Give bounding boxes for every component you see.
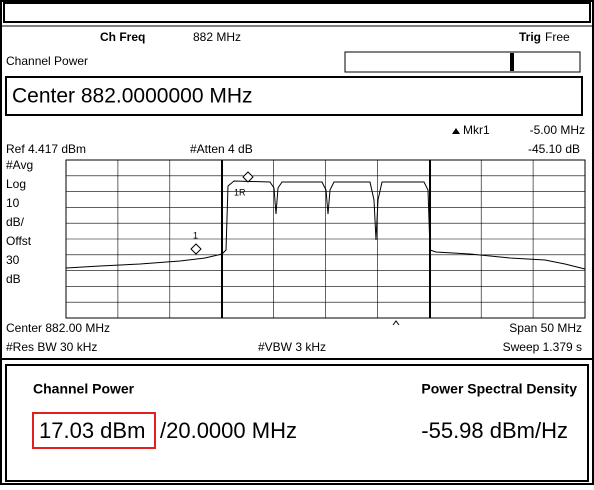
marker-delta-amp: -45.10 dB	[528, 142, 580, 156]
mode-label: Ch Freq	[100, 30, 145, 44]
marker	[190, 243, 202, 255]
status-indicator	[510, 53, 514, 71]
trig-label: Trig	[519, 30, 541, 44]
scale-label: #Avg	[6, 158, 33, 172]
power-title: Channel Power	[33, 381, 135, 397]
footer-span: Span 50 MHz	[509, 321, 582, 335]
caret	[392, 320, 400, 326]
scale-label: dB/	[6, 215, 25, 229]
channel-power: 17.03 dBm	[39, 418, 145, 443]
scale-label: dB	[6, 272, 21, 286]
psd-title: Power Spectral Density	[421, 381, 577, 397]
mode-value: 882 MHz	[193, 30, 241, 44]
ref-level: Ref 4.417 dBm	[6, 142, 86, 156]
measurement: Channel Power	[6, 54, 88, 68]
entry-box	[5, 76, 583, 116]
scale-label: Log	[6, 177, 26, 191]
scale-label: 10	[6, 196, 20, 210]
footer-rbw: #Res BW 30 kHz	[6, 340, 97, 354]
ref-marker	[242, 171, 254, 183]
trig-value: Free	[545, 30, 570, 44]
psd-value: -55.98 dBm/Hz	[421, 418, 568, 443]
footer-vbw: #VBW 3 kHz	[258, 340, 326, 354]
footer-center: Center 882.00 MHz	[6, 321, 110, 335]
ref-marker-label: 1R	[234, 187, 246, 197]
scale-labels: #Avg Log 10 dB/Offst 30 dB	[6, 158, 33, 286]
graticule	[65, 159, 586, 319]
scale-label: Offst	[6, 234, 32, 248]
title-bar	[3, 2, 591, 23]
marker-name: Mkr1	[463, 123, 490, 137]
status-box	[344, 51, 581, 73]
marker-delta-freq: -5.00 MHz	[530, 123, 585, 137]
delta-icon	[452, 128, 460, 134]
marker-label: 1	[193, 230, 198, 240]
highlight-box	[32, 412, 156, 449]
bandwidth: /20.0000 MHz	[160, 418, 297, 443]
results-panel	[5, 364, 589, 482]
scale-label: 30	[6, 253, 20, 267]
center-entry: Center 882.0000000 MHz	[12, 85, 253, 108]
attenuation: #Atten 4 dB	[190, 142, 253, 156]
trace	[65, 180, 586, 270]
footer-sweep: Sweep 1.379 s	[503, 340, 582, 354]
